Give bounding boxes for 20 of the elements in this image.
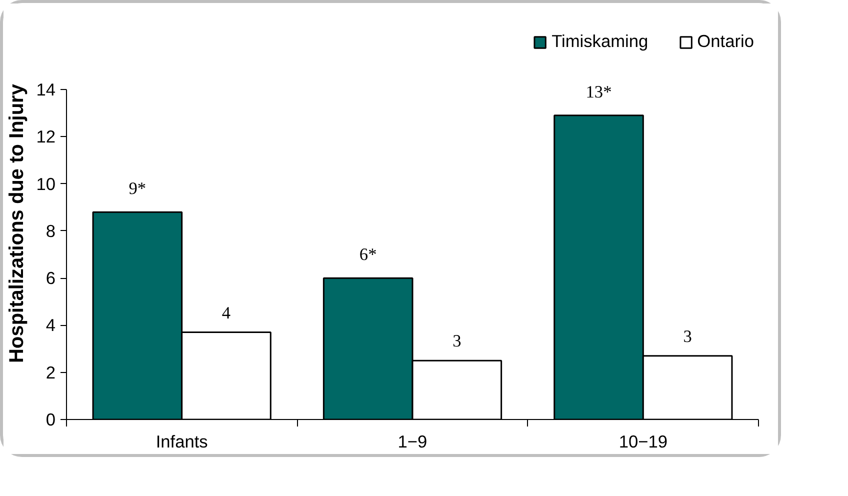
legend-label: Ontario [697, 31, 754, 52]
data-label: 13* [586, 82, 612, 102]
x-tick-label: 1−9 [398, 432, 428, 452]
data-label: 6* [359, 245, 377, 264]
y-tick-label: 8 [46, 220, 56, 241]
y-tick-label: 4 [46, 315, 56, 336]
y-tick-label: 0 [46, 410, 56, 430]
y-tick-label: 2 [46, 362, 56, 382]
data-label: 3 [683, 326, 692, 346]
y-tick-label: 10 [36, 174, 56, 194]
x-tick-label: 10−19 [618, 432, 668, 452]
y-tick-label: 12 [36, 126, 56, 147]
x-tick-label: Infants [156, 432, 208, 452]
y-axis-title: Hospitalizations due to Injury [6, 83, 28, 363]
y-tick-label: 14 [36, 80, 56, 100]
data-label: 3 [452, 332, 462, 351]
data-label: 4 [222, 303, 231, 322]
legend-label: Timiskaming [552, 31, 648, 52]
y-tick-label: 6 [46, 268, 56, 288]
data-label: 9* [128, 179, 146, 198]
